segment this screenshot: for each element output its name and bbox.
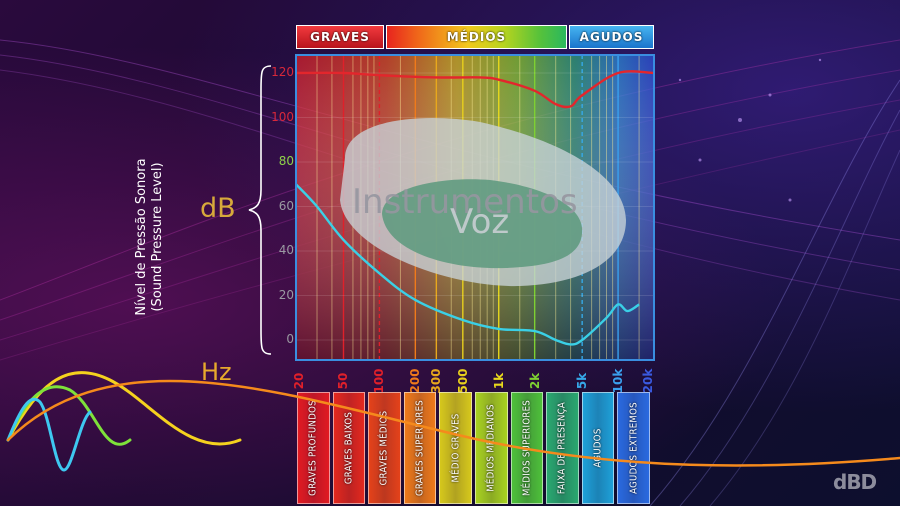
sub-band: GRAVES SUPERIORES [403,392,437,504]
y-tick-label: 0 [286,332,294,346]
sub-band: AGUDOS EXTREMOS [617,392,650,504]
y-tick-label: 40 [278,243,294,257]
voice-area-label: Voz [450,202,510,242]
plot-frame [295,54,655,361]
sub-band: MÉDIO GRAVES [439,392,472,504]
y-tick-label: 100 [271,109,294,124]
logo: dBD [833,470,877,494]
band-medios: MÉDIOS [386,25,567,49]
band-agudos: AGUDOS [569,25,654,49]
sub-band: FAIXA DE PRESENÇA [546,392,579,504]
brace [248,65,272,355]
instruments-area-label: Instrumentos [352,182,578,222]
y-tick-label: 60 [278,198,294,213]
sub-band: MÉDIOS MEDIANOS [475,392,508,504]
sub-band: GRAVES BAIXOS [332,392,366,504]
y-tick-label: 80 [278,154,294,168]
sub-band: AGUDOS [581,392,615,504]
y-tick-label: 20 [278,287,294,302]
band-graves: GRAVES [296,25,384,49]
pain-threshold-curve [295,70,655,109]
sub-band: GRAVES PROFUNDOS [297,392,330,504]
sub-band: GRAVES MÉDIOS [368,392,401,504]
y-tick-label: 120 [271,65,294,79]
voice-area [382,179,583,269]
db-unit-label: dB [200,193,236,224]
hearing-threshold-curve [295,183,640,346]
